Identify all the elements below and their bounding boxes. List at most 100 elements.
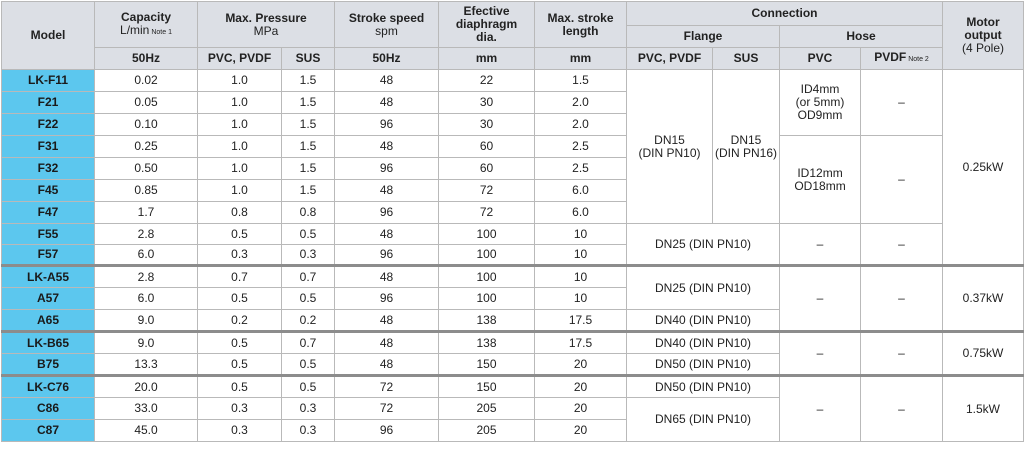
pressure-sus-cell: 0.7 [280, 330, 336, 354]
speed-cell: 48 [334, 179, 440, 202]
hose-pvdf-cell: – [860, 223, 944, 266]
diaphragm-cell: 205 [438, 419, 536, 442]
table-row: C86 33.0 0.3 0.3 72 205 20 DN65 (DIN PN1… [1, 397, 1024, 442]
model-cell: C86 [1, 397, 95, 420]
model-cell: F21 [1, 91, 95, 114]
header-flange: Flange [626, 25, 781, 48]
pressure-sus-cell: 0.5 [280, 223, 336, 245]
capacity-cell: 0.10 [94, 113, 198, 136]
capacity-cell: 0.05 [94, 91, 198, 114]
pressure-pvc-cell: 0.7 [197, 264, 282, 288]
header-stroke-speed: Stroke speed spm [334, 1, 440, 48]
stroke-cell: 2.0 [534, 91, 628, 114]
header-stroke-length: Max. stroke length [534, 1, 628, 48]
pressure-sus-cell: 0.5 [280, 287, 336, 310]
flange-cell: DN50 (DIN PN10) [626, 374, 781, 398]
pressure-pvc-cell: 0.3 [197, 244, 282, 266]
speed-cell: 48 [334, 223, 440, 245]
hose-pvc-cell: – [779, 223, 862, 266]
hose-pvc-cell: – [779, 264, 862, 332]
speed-cell: 96 [334, 113, 440, 136]
flange-cell: DN40 (DIN PN10) [626, 330, 781, 354]
subheader-hose-pvc: PVC [779, 47, 862, 70]
stroke-cell: 2.5 [534, 135, 628, 158]
flange-cell: DN65 (DIN PN10) [626, 397, 781, 442]
header-hose: Hose [779, 25, 944, 48]
subheader-capacity-hz: 50Hz [94, 47, 198, 70]
capacity-cell: 6.0 [94, 244, 198, 266]
stroke-cell: 2.5 [534, 157, 628, 180]
pressure-pvc-cell: 1.0 [197, 157, 282, 180]
speed-cell: 48 [334, 91, 440, 114]
speed-cell: 96 [334, 419, 440, 442]
diaphragm-cell: 150 [438, 353, 536, 376]
diaphragm-cell: 30 [438, 91, 536, 114]
model-cell: F31 [1, 135, 95, 158]
model-cell: LK-A55 [1, 264, 95, 288]
hose-pvc-cell: – [779, 374, 862, 442]
model-cell: C87 [1, 419, 95, 442]
model-cell: F22 [1, 113, 95, 136]
table-row: F32 0.50 1.0 1.5 96 60 2.5 [1, 157, 1024, 180]
capacity-cell: 0.02 [94, 69, 198, 92]
model-cell: A57 [1, 287, 95, 310]
subheader-speed-hz: 50Hz [334, 47, 440, 70]
flange-cell: DN40 (DIN PN10) [626, 309, 781, 332]
pressure-sus-cell: 1.5 [280, 69, 336, 92]
pressure-pvc-cell: 0.3 [197, 397, 282, 420]
speed-cell: 96 [334, 244, 440, 266]
model-cell: A65 [1, 309, 95, 332]
subheader-pressure-pvc: PVC, PVDF [197, 47, 282, 70]
spec-table: Model Capacity L/min Note 1 Max. Pressure… [1, 1, 1024, 442]
diaphragm-cell: 100 [438, 223, 536, 245]
pressure-pvc-cell: 0.5 [197, 353, 282, 376]
speed-cell: 48 [334, 69, 440, 92]
pressure-sus-cell: 1.5 [280, 113, 336, 136]
diaphragm-cell: 100 [438, 264, 536, 288]
capacity-cell: 2.8 [94, 264, 198, 288]
speed-cell: 48 [334, 135, 440, 158]
hose-pvdf-cell: – [860, 135, 944, 224]
speed-cell: 72 [334, 374, 440, 398]
pressure-sus-cell: 0.7 [280, 264, 336, 288]
pressure-sus-cell: 0.3 [280, 419, 336, 442]
capacity-cell: 6.0 [94, 287, 198, 310]
hose-pvc-cell: ID12mm OD18mm [779, 135, 862, 224]
pressure-pvc-cell: 0.5 [197, 374, 282, 398]
speed-cell: 96 [334, 287, 440, 310]
flange-sus-cell: DN15 (DIN PN16) [712, 69, 781, 224]
motor-cell: 0.75kW [942, 330, 1024, 376]
model-cell: F32 [1, 157, 95, 180]
model-cell: F57 [1, 244, 95, 266]
model-cell: F55 [1, 223, 95, 245]
capacity-cell: 0.25 [94, 135, 198, 158]
diaphragm-cell: 100 [438, 287, 536, 310]
diaphragm-cell: 22 [438, 69, 536, 92]
header-motor: Motor output (4 Pole) [942, 1, 1024, 70]
pressure-sus-cell: 0.8 [280, 201, 336, 224]
capacity-cell: 45.0 [94, 419, 198, 442]
table-row: F47 1.7 0.8 0.8 96 72 6.0 [1, 201, 1024, 224]
speed-cell: 48 [334, 264, 440, 288]
model-cell: F47 [1, 201, 95, 224]
diaphragm-cell: 138 [438, 330, 536, 354]
stroke-cell: 2.0 [534, 113, 628, 136]
capacity-cell: 9.0 [94, 309, 198, 332]
table-row: F31 0.25 1.0 1.5 48 60 2.5 ID12mm OD18mm … [1, 135, 1024, 224]
header-pressure: Max. Pressure MPa [196, 1, 336, 48]
subheader-flange-sus: SUS [712, 47, 781, 70]
pressure-sus-cell: 1.5 [280, 91, 336, 114]
table-row: A65 9.0 0.2 0.2 48 138 17.5 DN40 (DIN PN… [1, 309, 1024, 332]
flange-cell: DN25 (DIN PN10) [626, 264, 781, 310]
hose-pvdf-cell: – [860, 330, 944, 376]
model-cell: LK-C76 [1, 374, 95, 398]
stroke-cell: 6.0 [534, 201, 628, 224]
header-connection: Connection [626, 1, 944, 26]
table-row: LK-C76 20.0 0.5 0.5 72 150 20 DN50 (DIN … [1, 374, 1024, 442]
table-row: LK-A55 2.8 0.7 0.7 48 100 10 DN25 (DIN P… [1, 264, 1024, 332]
stroke-cell: 10 [534, 264, 628, 288]
speed-cell: 48 [334, 309, 440, 332]
table-row: LK-F11 0.02 1.0 1.5 48 22 1.5 DN15 (DIN P… [1, 69, 1024, 266]
stroke-cell: 20 [534, 397, 628, 420]
stroke-cell: 20 [534, 419, 628, 442]
